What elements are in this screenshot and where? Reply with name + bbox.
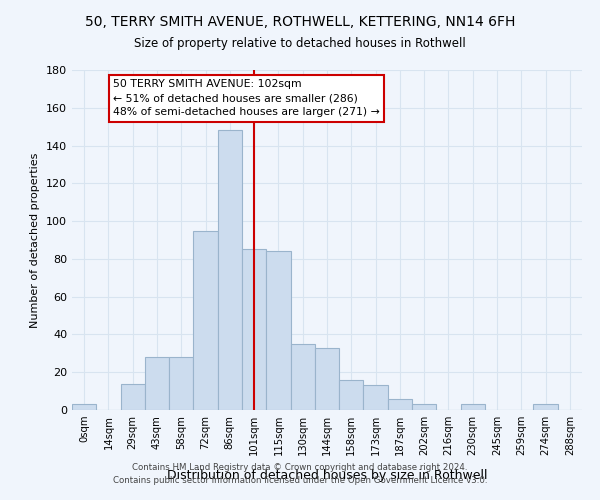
Bar (315, 348, 339, 410)
Bar (218, 130, 242, 410)
Bar (533, 404, 558, 410)
Bar (364, 386, 388, 410)
Bar (145, 357, 169, 410)
Text: Size of property relative to detached houses in Rothwell: Size of property relative to detached ho… (134, 38, 466, 51)
Bar (412, 404, 436, 410)
Bar (339, 380, 364, 410)
Y-axis label: Number of detached properties: Number of detached properties (31, 152, 40, 328)
X-axis label: Distribution of detached houses by size in Rothwell: Distribution of detached houses by size … (167, 469, 487, 482)
Bar (121, 384, 145, 410)
Bar (193, 230, 218, 410)
Bar (290, 344, 315, 410)
Text: Contains HM Land Registry data © Crown copyright and database right 2024.
Contai: Contains HM Land Registry data © Crown c… (113, 463, 487, 485)
Bar (388, 398, 412, 410)
Bar (266, 252, 290, 410)
Text: 50 TERRY SMITH AVENUE: 102sqm
← 51% of detached houses are smaller (286)
48% of : 50 TERRY SMITH AVENUE: 102sqm ← 51% of d… (113, 80, 380, 118)
Bar (461, 404, 485, 410)
Bar (242, 250, 266, 410)
Text: 50, TERRY SMITH AVENUE, ROTHWELL, KETTERING, NN14 6FH: 50, TERRY SMITH AVENUE, ROTHWELL, KETTER… (85, 15, 515, 29)
Bar (169, 357, 193, 410)
Bar (72, 404, 96, 410)
